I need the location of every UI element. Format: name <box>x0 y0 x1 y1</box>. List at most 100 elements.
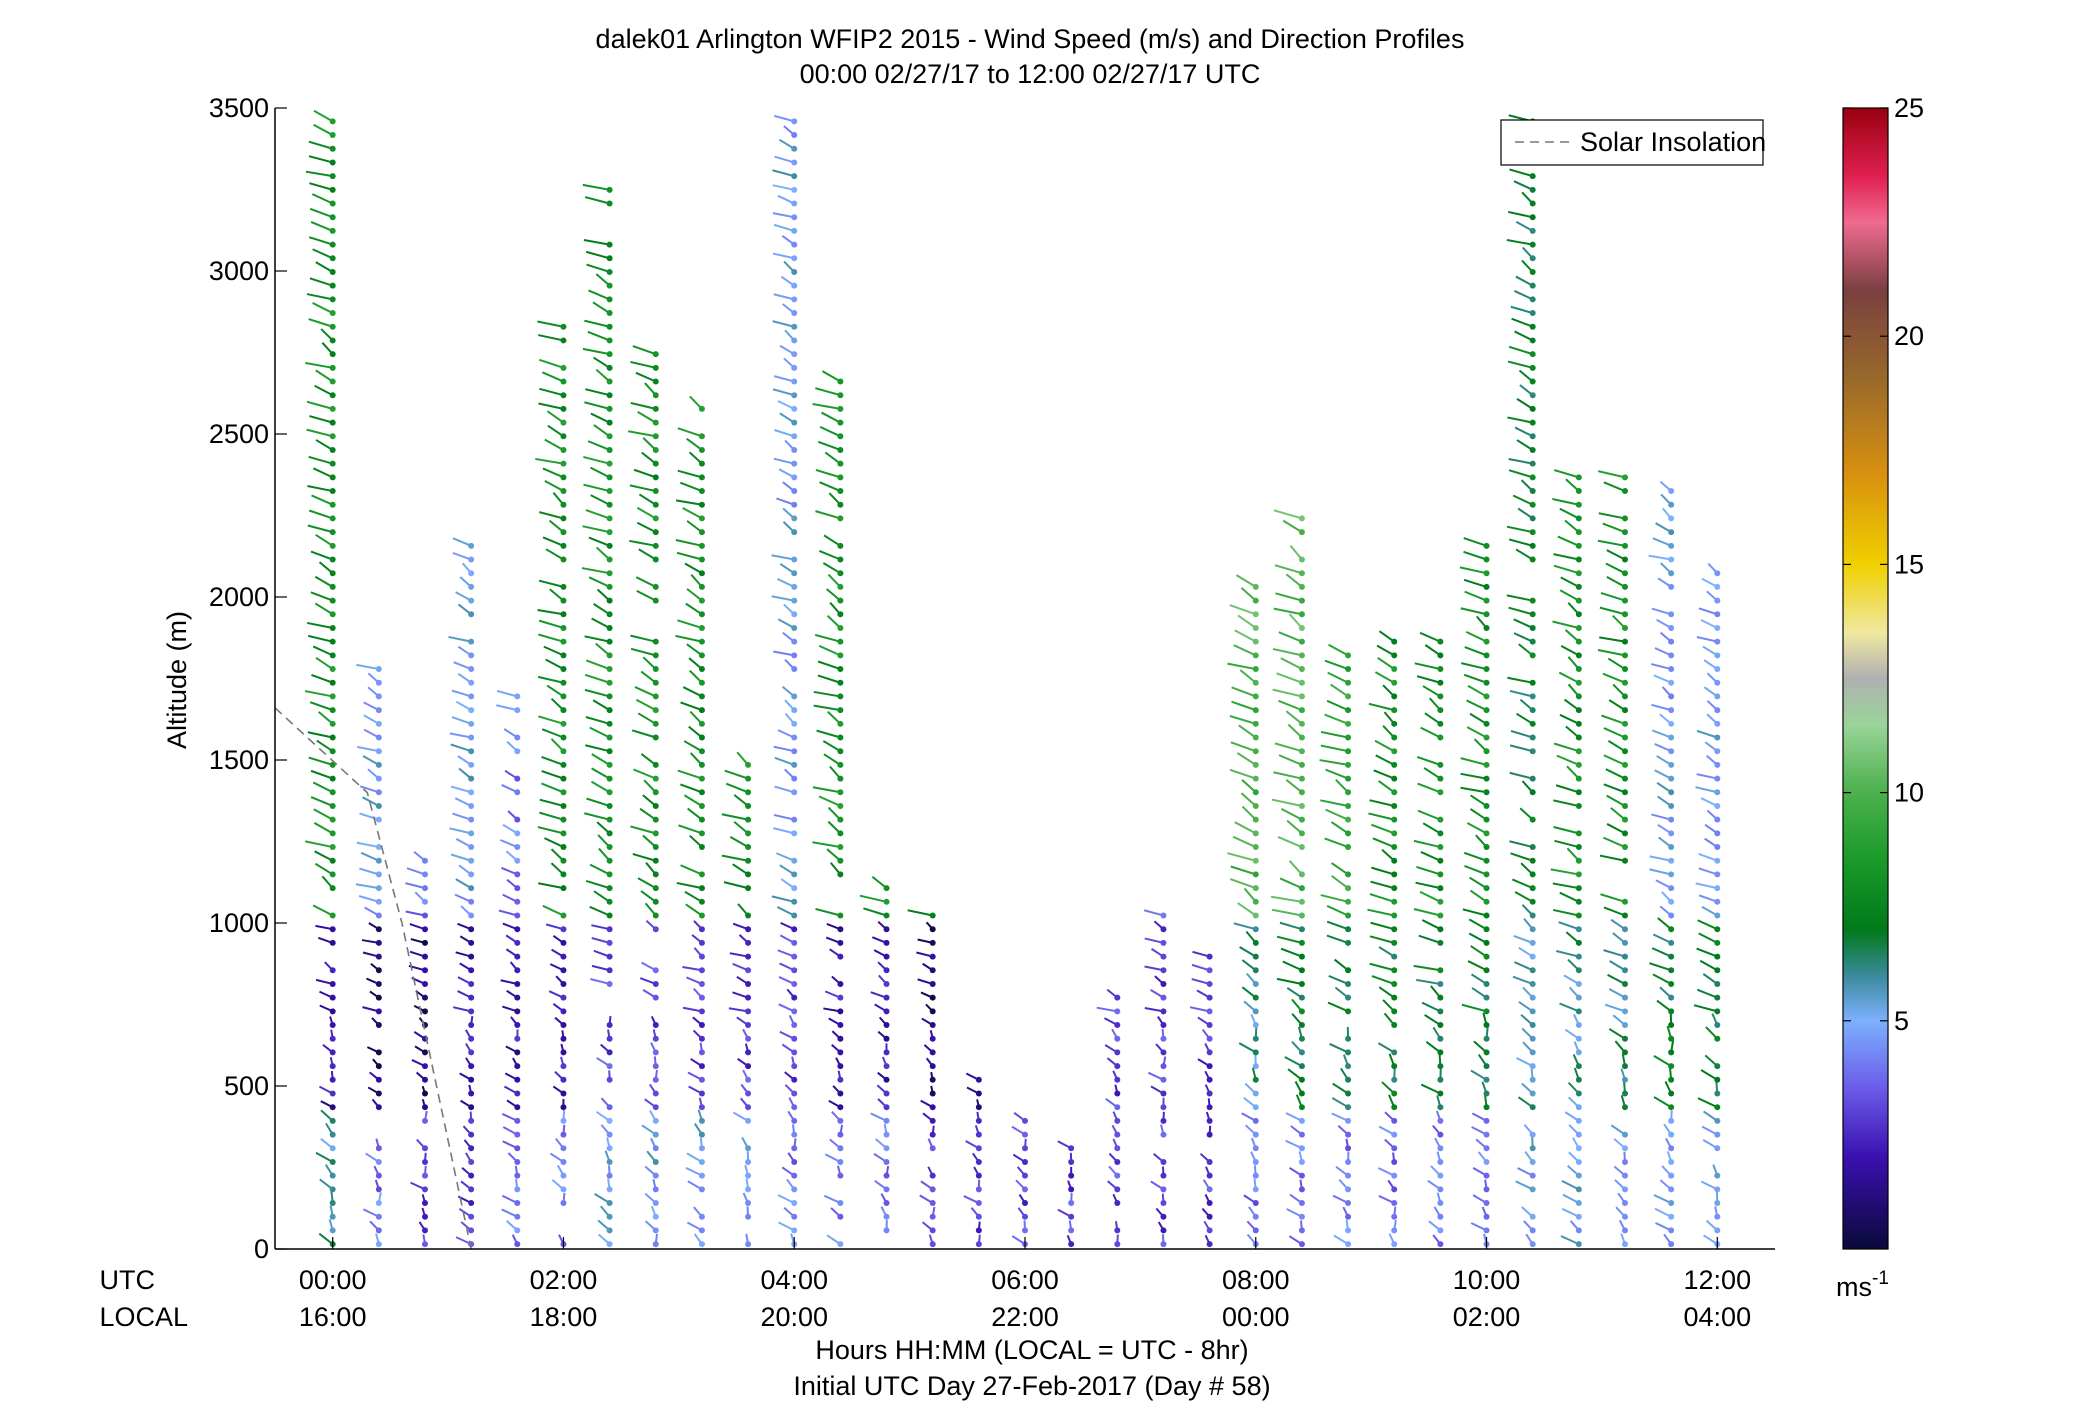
wind-barb-point <box>698 515 705 522</box>
wind-barb-point <box>375 1186 382 1193</box>
wind-barb-point <box>1714 720 1721 727</box>
wind-barb-point <box>929 1090 936 1097</box>
wind-barb-point <box>1391 1213 1398 1220</box>
wind-barb-shaft <box>1513 961 1534 972</box>
wind-barb-point <box>698 871 705 878</box>
wind-barb-point <box>1252 1172 1259 1179</box>
wind-barb-shaft <box>308 634 333 643</box>
wind-barb-point <box>1622 1172 1628 1179</box>
wind-barb-point <box>468 967 475 974</box>
wind-barb-shaft <box>1273 509 1303 520</box>
wind-barb-shaft <box>1696 988 1718 999</box>
wind-barb-shaft <box>1515 548 1534 561</box>
wind-barb-point <box>606 392 613 399</box>
wind-barb-shaft <box>541 756 564 766</box>
wind-barb-point <box>375 1241 382 1248</box>
wind-barb-point <box>698 926 705 933</box>
wind-barb-point <box>652 679 659 686</box>
wind-barb-point <box>422 926 428 933</box>
wind-barb-point <box>422 1241 428 1248</box>
wind-barb-shaft <box>1320 894 1349 903</box>
wind-barb-shaft <box>1698 852 1718 862</box>
wind-barb-point <box>1483 597 1490 604</box>
wind-barb-shaft <box>1238 724 1257 739</box>
wind-barb-shaft <box>592 301 611 314</box>
wind-barb-point <box>1298 1008 1305 1015</box>
wind-barb-point <box>1345 885 1352 892</box>
wind-barb-point <box>1714 1200 1721 1207</box>
wind-barb-point <box>1714 994 1721 1001</box>
wind-barb-point <box>606 433 613 440</box>
wind-barb-point <box>698 405 705 412</box>
wind-barb-point <box>1622 1158 1628 1165</box>
wind-barb-point <box>468 1022 475 1029</box>
wind-barb-point <box>1529 323 1536 330</box>
wind-barb-shaft <box>683 794 703 807</box>
wind-barb-point <box>698 1035 705 1042</box>
wind-barb-point <box>1483 720 1490 727</box>
wind-barb-point <box>1668 939 1675 946</box>
wind-barb-point <box>791 1022 798 1029</box>
wind-barb-point <box>1622 830 1628 837</box>
wind-barb-point <box>698 542 705 549</box>
wind-barb-shaft <box>308 318 333 328</box>
local-row-label: LOCAL <box>99 1302 188 1332</box>
wind-barb-shaft <box>1649 868 1672 876</box>
wind-barb-point <box>745 830 752 837</box>
wind-barb-point <box>606 1117 613 1124</box>
wind-barb-shaft <box>1376 644 1395 657</box>
wind-barb-shaft <box>584 673 610 684</box>
wind-barb-point <box>1622 912 1628 919</box>
wind-barb-point <box>1529 474 1536 481</box>
wind-barb-point <box>514 1076 521 1083</box>
wind-barb-point <box>745 844 752 851</box>
wind-barb-shaft <box>590 412 611 424</box>
wind-barb-shaft <box>675 634 703 643</box>
wind-barb-point <box>1483 1213 1490 1220</box>
y-tick-label: 3000 <box>209 256 269 286</box>
wind-barb-point <box>560 378 567 385</box>
wind-barb-point <box>1437 693 1444 700</box>
wind-barb-point <box>1206 953 1213 960</box>
wind-barb-shaft <box>1369 935 1395 944</box>
wind-barb-point <box>1575 748 1582 755</box>
wind-barb-point <box>1345 761 1352 768</box>
wind-barb-shaft <box>632 345 657 356</box>
wind-barb-point <box>929 1104 936 1111</box>
wind-barb-point <box>1252 1022 1259 1029</box>
wind-barb-point <box>375 748 382 755</box>
wind-barb-point <box>329 214 336 221</box>
wind-barb-point <box>606 748 613 755</box>
wind-barb-point <box>1252 953 1259 960</box>
wind-barb-point <box>329 1104 336 1111</box>
wind-barb-shaft <box>592 356 611 369</box>
wind-barb-shaft <box>1326 904 1349 917</box>
wind-barb-shaft <box>1463 851 1487 862</box>
wind-barb-point <box>1391 926 1398 933</box>
wind-barb-point <box>1391 761 1398 768</box>
wind-barb-shaft <box>538 402 564 410</box>
wind-barb-shaft <box>405 882 426 890</box>
wind-barb-point <box>1714 885 1721 892</box>
wind-barb-point <box>1160 953 1167 960</box>
wind-barb-point <box>791 268 798 275</box>
wind-barb-shaft <box>449 827 472 835</box>
wind-barb-point <box>1575 1063 1582 1070</box>
wind-barb-point <box>883 939 890 946</box>
wind-barb-point <box>1529 980 1536 987</box>
y-tick-label: 3500 <box>209 93 269 123</box>
wind-barb-point <box>1437 1035 1444 1042</box>
wind-barb-shaft <box>588 536 610 547</box>
wind-barb-point <box>1160 967 1167 974</box>
wind-barb-shaft <box>1374 739 1395 753</box>
wind-barb-point <box>560 802 567 809</box>
wind-barb-point <box>606 679 613 686</box>
wind-barb-point <box>1483 611 1490 618</box>
wind-barb-point <box>422 857 428 864</box>
wind-barb-point <box>1391 994 1398 1001</box>
wind-barb-shaft <box>686 520 703 533</box>
wind-barb-point <box>1345 1227 1352 1234</box>
wind-barb-point <box>329 488 336 495</box>
wind-barb-point <box>698 666 705 673</box>
wind-barb-point <box>1437 1008 1444 1015</box>
